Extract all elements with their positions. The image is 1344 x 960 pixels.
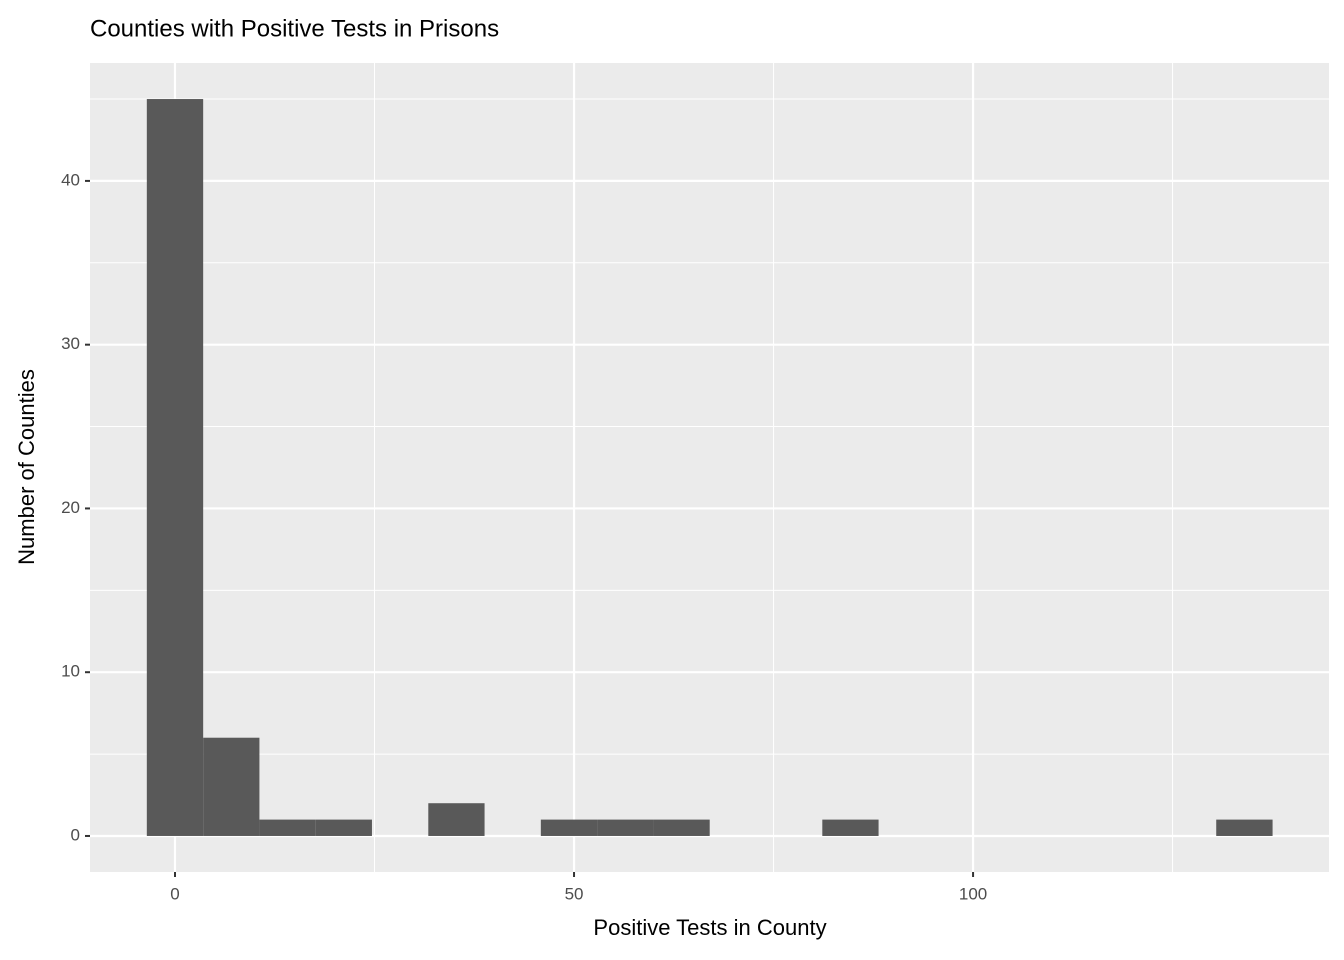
y-tick-label: 10 [61,662,80,681]
panel [90,63,1329,872]
y-tick-label: 30 [61,334,80,353]
bar [822,819,879,836]
x-tick-label: 50 [565,884,584,903]
chart-title: Counties with Positive Tests in Prisons [90,15,499,42]
y-axis-title: Number of Counties [14,369,39,565]
y-tick-label: 0 [71,825,80,844]
bar [540,819,598,836]
x-tick-label: 100 [959,884,987,903]
bar [315,819,372,836]
y-tick-label: 20 [61,498,80,517]
x-tick-label: 0 [170,884,179,903]
x-axis-title: Positive Tests in County [593,915,826,940]
bar [203,737,260,836]
bar [1216,819,1273,836]
y-tick-label: 40 [61,170,80,189]
bar [597,819,654,836]
bar [146,99,204,836]
bar [259,819,316,836]
bar [653,819,710,836]
bar [428,803,485,836]
